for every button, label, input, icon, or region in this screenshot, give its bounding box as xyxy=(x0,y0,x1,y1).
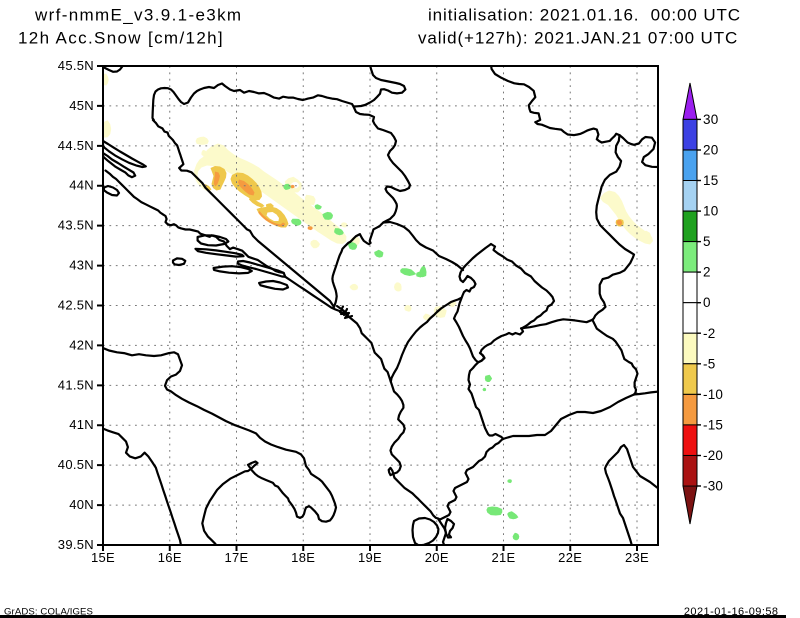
svg-text:45N: 45N xyxy=(69,98,94,113)
svg-text:-30: -30 xyxy=(703,479,723,494)
svg-text:-5: -5 xyxy=(703,356,715,371)
svg-text:43.5N: 43.5N xyxy=(58,218,94,233)
svg-text:2: 2 xyxy=(703,265,711,280)
svg-text:initialisation: 2021.01.16. 0: initialisation: 2021.01.16. 00:00 UTC xyxy=(428,5,741,24)
svg-text:-15: -15 xyxy=(703,417,723,432)
svg-text:44.5N: 44.5N xyxy=(58,138,94,153)
svg-text:20: 20 xyxy=(703,143,718,158)
svg-text:15E: 15E xyxy=(91,550,115,565)
svg-text:42.5N: 42.5N xyxy=(58,298,94,313)
svg-text:43N: 43N xyxy=(69,258,94,273)
svg-text:21E: 21E xyxy=(491,550,515,565)
svg-text:-10: -10 xyxy=(703,387,723,402)
svg-text:39.5N: 39.5N xyxy=(58,537,94,552)
svg-text:19E: 19E xyxy=(358,550,382,565)
svg-text:45.5N: 45.5N xyxy=(58,58,94,73)
svg-text:16E: 16E xyxy=(158,550,182,565)
svg-text:44N: 44N xyxy=(69,178,94,193)
svg-text:41.5N: 41.5N xyxy=(58,377,94,392)
svg-text:40.5N: 40.5N xyxy=(58,457,94,472)
svg-text:5: 5 xyxy=(703,234,711,249)
svg-text:40N: 40N xyxy=(69,497,94,512)
svg-text:wrf-nmmE_v3.9.1-e3km: wrf-nmmE_v3.9.1-e3km xyxy=(34,5,242,24)
svg-text:10: 10 xyxy=(703,204,718,219)
svg-text:42N: 42N xyxy=(69,337,94,352)
svg-text:23E: 23E xyxy=(625,550,649,565)
svg-text:17E: 17E xyxy=(224,550,248,565)
svg-text:22E: 22E xyxy=(558,550,582,565)
svg-text:30: 30 xyxy=(703,112,718,127)
svg-text:20E: 20E xyxy=(425,550,449,565)
svg-text:15: 15 xyxy=(703,173,718,188)
svg-text:GrADS: COLA/IGES: GrADS: COLA/IGES xyxy=(4,607,93,618)
svg-text:-2: -2 xyxy=(703,326,715,341)
svg-text:valid(+127h): 2021.JAN.21 07:0: valid(+127h): 2021.JAN.21 07:00 UTC xyxy=(418,28,738,47)
svg-text:18E: 18E xyxy=(291,550,315,565)
svg-text:41N: 41N xyxy=(69,417,94,432)
svg-text:12h Acc.Snow [cm/12h]: 12h Acc.Snow [cm/12h] xyxy=(18,28,224,47)
svg-text:-20: -20 xyxy=(703,448,723,463)
svg-text:0: 0 xyxy=(703,295,711,310)
